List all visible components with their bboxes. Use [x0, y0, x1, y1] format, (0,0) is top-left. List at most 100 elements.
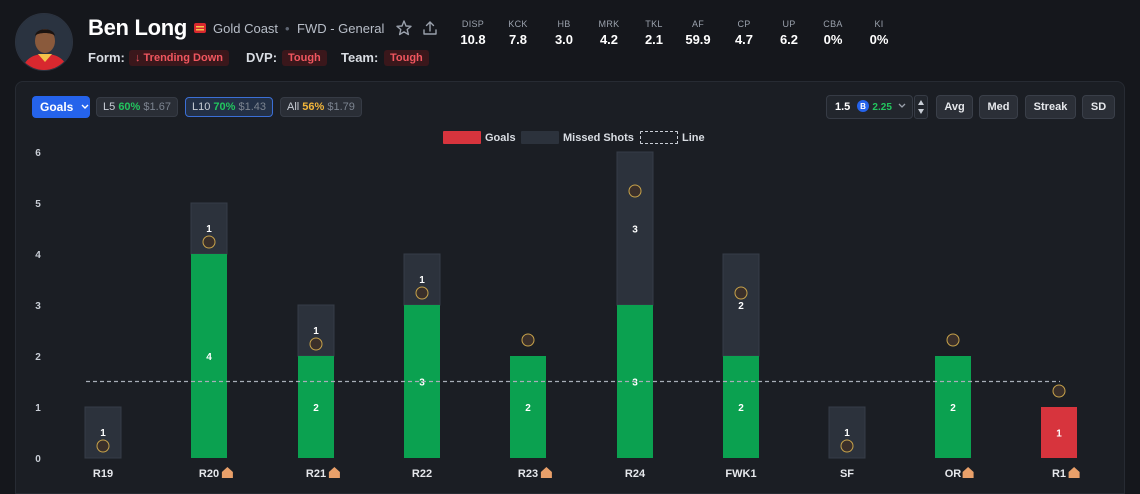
- essendon-icon: [96, 439, 110, 453]
- stat-value: 3.0: [554, 32, 574, 47]
- missed-shots-label: 1: [100, 428, 106, 439]
- missed-shots-label: 1: [313, 326, 319, 337]
- goals-label: 2: [525, 403, 531, 414]
- share-icon[interactable]: [421, 19, 439, 37]
- range-l5-button[interactable]: L5 60% $1.67: [96, 97, 178, 117]
- missed-shots-label: 3: [632, 225, 638, 236]
- dvp-label: DVP:: [246, 50, 278, 65]
- range-all-button[interactable]: All 56% $1.79: [280, 97, 362, 117]
- stat-label: CBA: [823, 19, 843, 29]
- goals-label: 4: [206, 352, 212, 363]
- stat-af: AF 59.9: [673, 19, 723, 47]
- chevron-down-icon: [81, 104, 89, 109]
- goals-bar: [723, 356, 759, 458]
- favorite-star-icon[interactable]: [395, 19, 413, 37]
- missed-shots-label: 2: [738, 301, 744, 312]
- avg-button[interactable]: Avg: [936, 95, 973, 119]
- fremantle-icon: [734, 286, 748, 300]
- goals-bar: [935, 356, 971, 458]
- home-ground-icon: [328, 467, 340, 478]
- y-tick-label: 3: [35, 301, 41, 312]
- goals-label: 3: [632, 378, 638, 389]
- x-tick-label: FWK1: [725, 468, 756, 480]
- stat-value: 6.2: [779, 32, 799, 47]
- geelong-icon: [946, 333, 960, 347]
- stat-label: UP: [782, 19, 796, 29]
- stat-up: UP 6.2: [764, 19, 814, 47]
- legend-goals-swatch: [443, 131, 481, 144]
- svg-text:B: B: [860, 102, 866, 111]
- home-ground-icon: [540, 467, 552, 478]
- west-coast-icon: [1052, 384, 1066, 398]
- stat-value: 0%: [823, 32, 843, 47]
- range-l10-pct: 70%: [213, 101, 236, 113]
- x-tick-label: R1: [1052, 468, 1066, 480]
- stat-select-button[interactable]: Goals: [32, 96, 90, 118]
- stat-label: KCK: [508, 19, 528, 29]
- stepper-arrows-icon: [918, 100, 924, 114]
- missed-shots-bar: [190, 202, 228, 255]
- brisbane-icon: [202, 235, 216, 249]
- range-all-odds: $1.79: [327, 101, 355, 113]
- goals-label: 2: [313, 403, 319, 414]
- stat-value: 4.2: [599, 32, 619, 47]
- streak-button[interactable]: Streak: [1025, 95, 1076, 119]
- sd-button[interactable]: SD: [1082, 95, 1115, 119]
- stat-value: 2.1: [644, 32, 664, 47]
- range-l10-odds: $1.43: [238, 101, 267, 113]
- range-l5-pct: 60%: [118, 101, 141, 113]
- range-l10-button[interactable]: L10 70% $1.43: [185, 97, 274, 117]
- missed-shots-label: 1: [844, 428, 850, 439]
- missed-shots-label: 1: [206, 224, 212, 235]
- stat-kck: KCK 7.8: [493, 19, 543, 47]
- legend-missed-label: Missed Shots: [563, 132, 634, 144]
- missed-shots-label: 1: [419, 275, 425, 286]
- player-name: Ben Long: [88, 15, 188, 40]
- stat-label: AF: [691, 19, 705, 29]
- bookmaker-icon: B: [857, 100, 870, 112]
- separator-dot: •: [285, 21, 290, 36]
- range-l5-label: L5: [103, 101, 116, 113]
- line-odds: 2.25: [872, 102, 892, 113]
- stat-label: KI: [874, 19, 884, 29]
- x-tick-label: R22: [412, 468, 432, 480]
- line-stepper[interactable]: [914, 95, 928, 119]
- range-l10-label: L10: [192, 101, 211, 113]
- gws-icon: [521, 333, 535, 347]
- dvp-badge: Tough: [282, 50, 327, 66]
- range-all-label: All: [287, 101, 300, 113]
- player-avatar: [15, 13, 73, 71]
- stat-value: 0%: [869, 32, 889, 47]
- home-ground-icon: [221, 467, 233, 478]
- goals-label: 2: [738, 403, 744, 414]
- team-name: Gold Coast: [213, 21, 279, 36]
- x-tick-label: R24: [625, 468, 646, 480]
- goals-label: 2: [950, 403, 956, 414]
- player-header: Ben Long Gold Coast • FWD - General Form…: [0, 0, 1140, 80]
- stat-cp: CP 4.7: [719, 19, 769, 47]
- stat-value: 10.8: [460, 32, 486, 47]
- legend-missed-swatch: [521, 131, 559, 144]
- stat-value: 7.8: [508, 32, 528, 47]
- range-all-pct: 56%: [302, 101, 325, 113]
- median-button[interactable]: Med: [979, 95, 1018, 119]
- stat-disp: DISP 10.8: [448, 19, 498, 47]
- stat-mrk: MRK 4.2: [584, 19, 634, 47]
- stat-label: HB: [557, 19, 571, 29]
- y-tick-label: 1: [35, 403, 41, 414]
- goals-bar: [298, 356, 334, 458]
- team-badge: Tough: [384, 50, 429, 66]
- line-value: 1.5: [835, 101, 851, 113]
- goals-bar: [510, 356, 546, 458]
- chevron-down-icon: [898, 103, 906, 108]
- stat-tkl: TKL 2.1: [629, 19, 679, 47]
- range-l5-odds: $1.67: [143, 101, 171, 113]
- stat-hb: HB 3.0: [539, 19, 589, 47]
- stat-select-label: Goals: [40, 100, 74, 114]
- x-tick-label: R19: [93, 468, 113, 480]
- x-tick-label: R21: [306, 468, 326, 480]
- richmond-icon: [309, 337, 323, 351]
- legend-goals-label: Goals: [485, 132, 516, 144]
- line-select[interactable]: 1.5 B 2.25: [826, 95, 913, 119]
